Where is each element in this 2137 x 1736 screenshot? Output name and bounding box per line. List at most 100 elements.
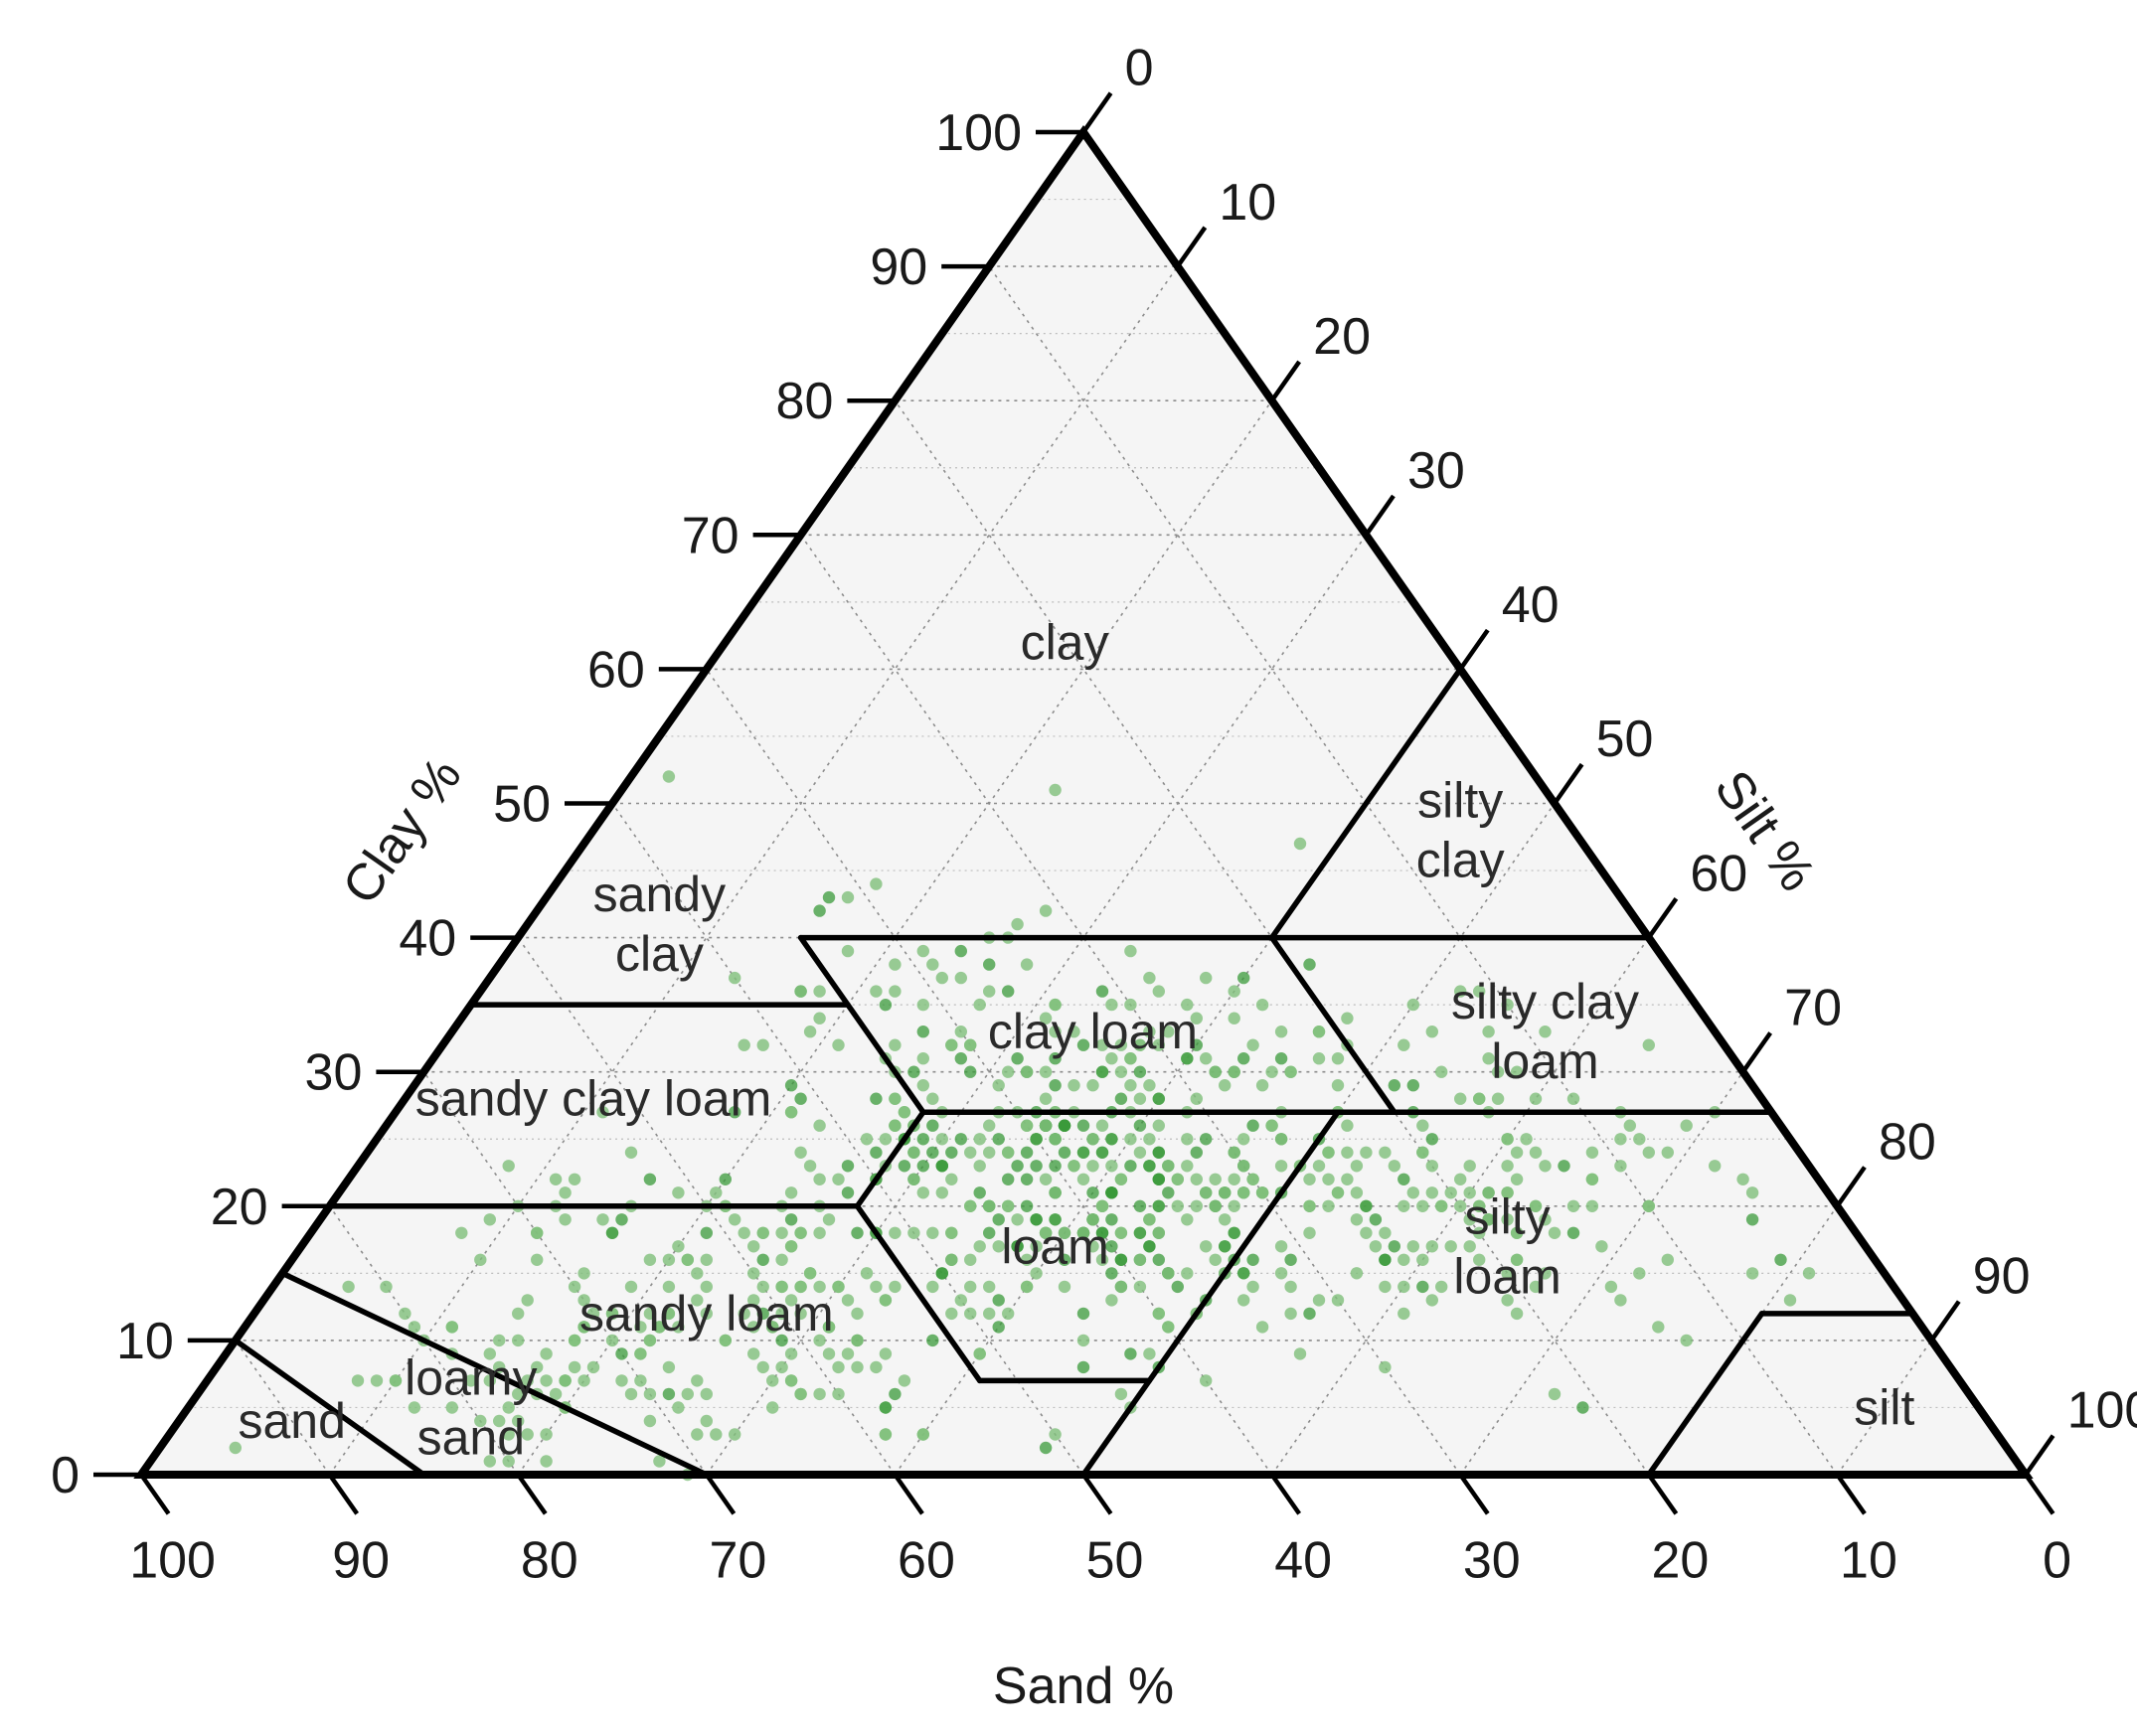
- data-point-450: [841, 1347, 855, 1360]
- data-point-167: [1095, 1199, 1109, 1213]
- data-point-385: [973, 1347, 986, 1360]
- data-point-138: [738, 1038, 750, 1051]
- data-point-47: [1219, 1079, 1232, 1092]
- data-point-111: [907, 1173, 920, 1186]
- data-point-592: [1331, 1186, 1345, 1199]
- data-point-789: [1482, 1186, 1495, 1199]
- data-point-803: [1454, 1092, 1467, 1105]
- data-point-674: [1228, 1065, 1240, 1078]
- data-point-551: [1501, 1294, 1514, 1307]
- data-point-290: [935, 1160, 948, 1173]
- silt-tick-label-10: 10: [1219, 174, 1276, 232]
- data-point-295: [926, 1280, 939, 1294]
- data-point-79: [935, 1186, 948, 1199]
- sand-tick-30: [1458, 1473, 1490, 1515]
- data-point-732: [605, 1334, 619, 1347]
- data-point-684: [1049, 998, 1062, 1012]
- data-point-179: [1171, 1199, 1185, 1213]
- data-point-504: [1397, 1307, 1410, 1321]
- sand-tick-label-30: 30: [1463, 1531, 1521, 1589]
- data-point-332: [643, 1414, 657, 1428]
- data-point-124: [1020, 1173, 1034, 1186]
- data-point-623: [1181, 1213, 1194, 1226]
- sand-tick-label-50: 50: [1086, 1531, 1144, 1589]
- data-point-783: [1501, 1186, 1514, 1199]
- data-point-87: [1246, 1253, 1259, 1267]
- data-point-368: [672, 1186, 685, 1199]
- data-point-545: [1539, 1026, 1552, 1038]
- data-point-277: [973, 1133, 986, 1146]
- data-point-145: [756, 1253, 769, 1267]
- data-point-731: [672, 1401, 685, 1414]
- data-point-358: [775, 1334, 788, 1347]
- data-point-608: [1303, 1173, 1316, 1186]
- silt-tick-label-100: 100: [2067, 1382, 2137, 1440]
- data-point-690: [1246, 1038, 1259, 1051]
- sand-tick-label-60: 60: [898, 1531, 955, 1589]
- data-point-538: [1473, 1199, 1486, 1213]
- region-label-sandy-clay: sandy clay: [593, 867, 726, 982]
- data-point-444: [784, 1213, 798, 1226]
- data-point-429: [738, 1226, 750, 1240]
- data-point-148: [945, 1146, 958, 1160]
- data-point-744: [229, 1441, 242, 1455]
- data-point-93: [1114, 1065, 1128, 1078]
- data-point-73: [964, 1253, 977, 1267]
- data-point-465: [502, 1160, 515, 1173]
- data-point-231: [907, 1146, 920, 1160]
- data-point-688: [1265, 1065, 1278, 1078]
- data-point-443: [483, 1213, 496, 1226]
- data-point-146: [973, 1186, 986, 1199]
- data-point-169: [1133, 1119, 1147, 1132]
- data-point-206: [841, 1160, 855, 1173]
- data-point-195: [1152, 1307, 1166, 1321]
- data-point-528: [1341, 1146, 1354, 1160]
- data-point-717: [540, 1374, 553, 1387]
- data-point-404: [596, 1106, 609, 1119]
- data-point-645: [1200, 1052, 1213, 1065]
- silt-tick-label-70: 70: [1784, 979, 1842, 1036]
- data-point-45: [1274, 1267, 1288, 1280]
- data-point-99: [1284, 1280, 1297, 1294]
- data-point-553: [1360, 1226, 1373, 1240]
- data-point-815: [1614, 1294, 1627, 1307]
- data-point-689: [973, 998, 986, 1012]
- data-point-198: [1030, 1160, 1043, 1173]
- data-point-445: [521, 1294, 534, 1307]
- data-point-734: [559, 1374, 572, 1387]
- gridline-sand-50: [611, 803, 1084, 1476]
- data-point-686: [1133, 1065, 1147, 1078]
- region-label-loamy-sand: loamy sand: [405, 1349, 537, 1465]
- data-point-9: [964, 1065, 977, 1078]
- data-point-468: [700, 1226, 713, 1240]
- data-point-729: [568, 1280, 581, 1294]
- data-point-44: [898, 1160, 911, 1173]
- data-point-476: [964, 1280, 977, 1294]
- silt-tick-label-60: 60: [1690, 845, 1747, 902]
- data-point-655: [916, 944, 929, 958]
- data-point-327: [1303, 1226, 1316, 1240]
- data-point-307: [1246, 1280, 1259, 1294]
- data-point-776: [1585, 1173, 1599, 1186]
- data-point-427: [1143, 1347, 1156, 1360]
- data-point-521: [1501, 1213, 1514, 1226]
- data-point-451: [634, 1374, 647, 1387]
- silt-tick-70: [1740, 1031, 1773, 1073]
- data-point-168: [1114, 1253, 1128, 1267]
- data-point-112: [916, 1160, 929, 1173]
- data-point-361: [747, 1294, 760, 1307]
- data-point-214: [1049, 1079, 1062, 1092]
- data-point-462: [1076, 1360, 1090, 1374]
- data-point-547: [1274, 1240, 1288, 1253]
- data-point-131: [907, 1226, 920, 1240]
- data-point-800: [1463, 1186, 1476, 1199]
- data-point-276: [983, 1199, 996, 1213]
- data-point-745: [540, 1455, 553, 1468]
- data-point-660: [889, 1038, 902, 1051]
- data-point-649: [1049, 1026, 1062, 1038]
- region-label-silty-clay-loam-line-1: silty clay: [1451, 974, 1639, 1029]
- data-point-422: [380, 1280, 393, 1294]
- data-point-680: [954, 944, 967, 958]
- class-boundary-15: [279, 1270, 710, 1478]
- data-point-742: [502, 1401, 515, 1414]
